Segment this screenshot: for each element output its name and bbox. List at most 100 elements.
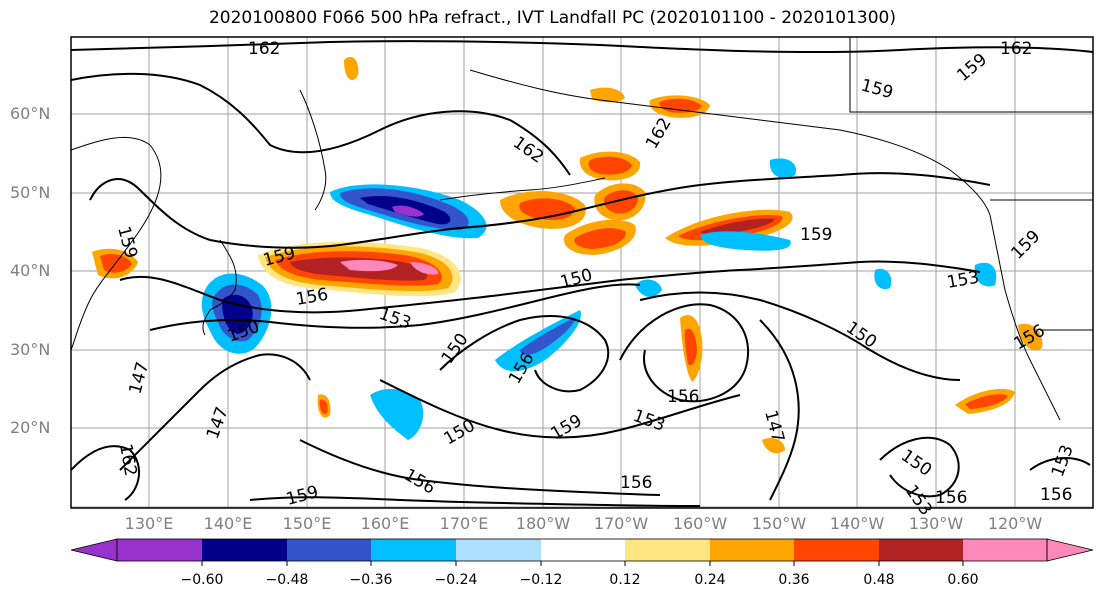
lon-label: 140°E — [203, 514, 253, 533]
contour-label: 156 — [667, 387, 699, 407]
contour-153-c — [879, 436, 960, 498]
positive-anomaly-bering — [344, 56, 359, 81]
colorbar-swatch — [963, 539, 1047, 561]
positive-anomaly-wcoast — [1018, 323, 1043, 351]
lat-label: 30°N — [10, 340, 51, 359]
lon-label: 160°W — [672, 514, 728, 533]
contour-156-a — [119, 260, 981, 314]
colorbar-frame — [116, 538, 1048, 562]
contour-147 — [119, 353, 311, 471]
contour-label: 156 — [620, 473, 652, 493]
map-plot-area: 162 162 162 159 159 162 159 159 150 156 … — [70, 36, 1094, 519]
negative-anomaly-wcoast — [974, 262, 997, 287]
positive-anomaly-40n-max — [340, 259, 398, 272]
coastline-na-west — [989, 214, 1061, 421]
map-frame — [70, 36, 1094, 509]
negative-anomaly-japan-core — [222, 294, 253, 334]
coastline-aleutians — [439, 177, 606, 201]
colorbar-swatch — [879, 539, 963, 561]
contour-label: 162 — [1000, 39, 1032, 59]
figure-title: 2020100800 F066 500 hPa refract., IVT La… — [208, 8, 896, 28]
colorbar-tick-label: −0.60 — [180, 572, 224, 588]
positive-anomaly-40n-max2 — [410, 262, 439, 275]
contour-label: 162 — [248, 39, 280, 59]
colorbar-tick-label: −0.36 — [349, 572, 393, 588]
contour-162-north — [70, 40, 1094, 54]
colorbar-swatch — [710, 539, 794, 561]
coastline-asia — [70, 136, 162, 351]
positive-anomaly-alaska-b — [590, 87, 625, 103]
lat-label: 60°N — [10, 104, 51, 123]
lon-label: 120°W — [987, 514, 1043, 533]
colorbar-low-extend — [70, 538, 118, 562]
lon-label: 130°E — [124, 514, 174, 533]
lat-label: 40°N — [10, 261, 51, 280]
coastline-kamchatka — [299, 89, 327, 211]
contour-159-b — [249, 496, 701, 507]
contour-sw-loop — [70, 445, 141, 501]
contour-153-b — [379, 379, 741, 439]
height-contours — [70, 40, 1094, 507]
positive-anomaly-gulf-b-red — [574, 228, 626, 249]
lon-label: 150°E — [282, 514, 332, 533]
lon-label: 170°E — [439, 514, 489, 533]
lat-label: 20°N — [10, 418, 51, 437]
map-background — [71, 37, 1093, 508]
positive-anomaly-band-e-dark — [700, 218, 775, 235]
contour-label: 156 — [1040, 485, 1072, 505]
contour-label: 159 — [800, 225, 832, 245]
positive-anomaly-subtrop-c-red — [684, 328, 697, 366]
colorbar-tick-label: 0.24 — [694, 572, 726, 588]
positive-anomaly-east-red — [965, 394, 1008, 409]
negative-anomaly-subtrop-b — [370, 388, 424, 440]
contour-150-a — [639, 291, 961, 381]
lon-label: 180°W — [515, 514, 571, 533]
negative-anomaly-nw — [874, 268, 892, 290]
negative-anomaly-150w — [635, 279, 662, 297]
lon-label: 130°W — [908, 514, 964, 533]
colorbar-tick-label: −0.24 — [434, 572, 478, 588]
coastline-alaska — [469, 69, 991, 216]
colorbar-tick-label: 0.60 — [947, 572, 979, 588]
lon-label: 140°W — [829, 514, 885, 533]
contour-156-swirl — [619, 303, 750, 403]
colorbar-swatch — [371, 539, 456, 561]
colorbar-tick-label: 0.48 — [863, 572, 895, 588]
contour-156-b — [299, 439, 661, 496]
colorbar-ticks — [201, 561, 964, 566]
contour-162-a — [70, 72, 571, 176]
negative-anomaly-nw-npac — [700, 231, 791, 251]
positive-anomaly-gulf-c-red — [588, 156, 632, 175]
contour-147-east — [759, 319, 800, 501]
positive-anomaly-gulf-d-red — [604, 190, 638, 214]
colorbar-tick-label: 0.36 — [778, 572, 810, 588]
colorbar-swatch — [287, 539, 371, 561]
colorbar — [70, 538, 1094, 566]
contour-156-c — [1029, 457, 1091, 471]
contour-150-swirl — [439, 315, 610, 393]
lat-label: 50°N — [10, 183, 51, 202]
lon-label: 170°W — [593, 514, 649, 533]
negative-anomaly-npac-min — [392, 205, 424, 217]
positive-anomaly-sw-red — [319, 399, 328, 414]
border-canada — [849, 37, 1093, 113]
negative-anomaly-north-ak — [769, 158, 796, 179]
colorbar-swatch — [456, 539, 541, 561]
colorbar-swatch — [541, 539, 625, 561]
positive-anomaly-hawaii — [762, 438, 785, 454]
negative-anomaly-subtrop-a-inner — [520, 318, 575, 356]
contour-159-a — [89, 172, 991, 249]
lon-label: 160°E — [360, 514, 410, 533]
colorbar-tick-label: −0.48 — [265, 572, 309, 588]
colorbar-tick-label: 0.12 — [609, 572, 641, 588]
colorbar-swatch — [794, 539, 879, 561]
lon-label: 150°W — [751, 514, 807, 533]
colorbar-high-extend — [1046, 538, 1094, 562]
colorbar-swatch — [117, 539, 202, 561]
contour-label: 156 — [935, 488, 967, 508]
colorbar-tick-label: −0.12 — [519, 572, 563, 588]
contour-153-a — [149, 283, 641, 331]
colorbar-swatch — [202, 539, 287, 561]
shaded-field — [92, 56, 1043, 454]
